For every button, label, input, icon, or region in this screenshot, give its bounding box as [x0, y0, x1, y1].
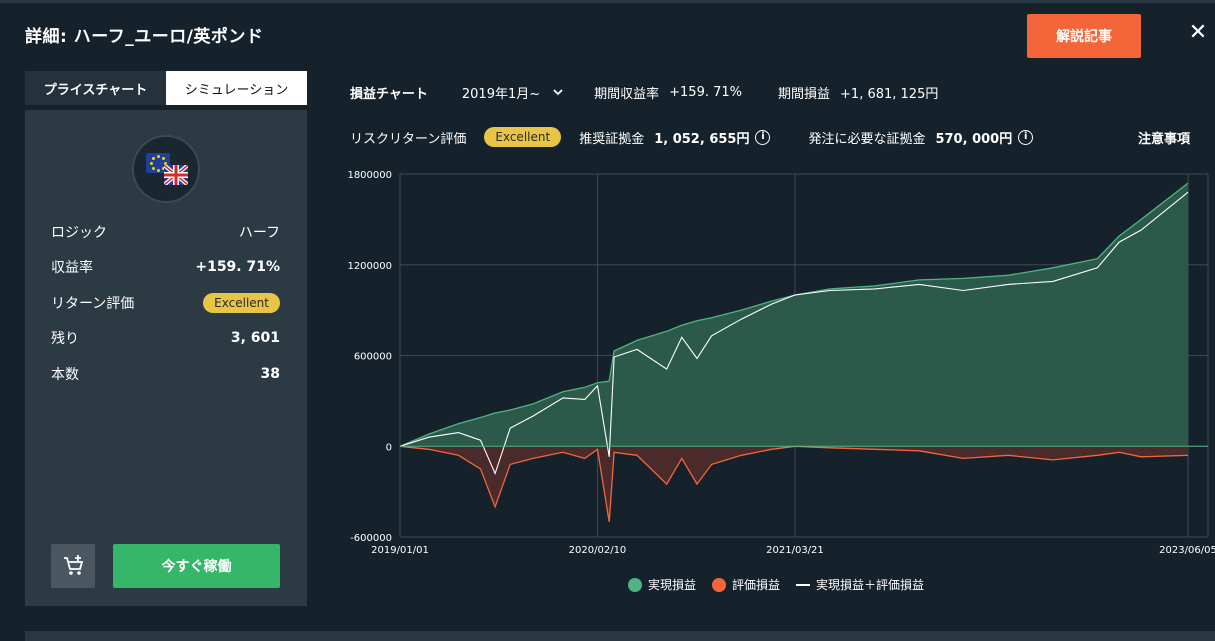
y-tick-label: 1800000 — [347, 170, 392, 181]
legend-total: 実現損益＋評価損益 — [796, 576, 924, 593]
required-value: 570, 000円 — [935, 131, 1013, 147]
page-title: 詳細: ハーフ_ユーロ/英ポンド — [25, 27, 264, 47]
remain-label: 残り — [51, 331, 79, 347]
tab-bar: プライスチャート シミュレーション — [25, 71, 307, 105]
logic-value: ハーフ — [238, 225, 280, 241]
rating-badge: Excellent — [203, 293, 280, 313]
risk-row: リスクリターン評価 Excellent 推奨証拠金 1, 052, 655円 i… — [350, 126, 1034, 148]
add-to-cart-button[interactable] — [51, 544, 95, 588]
return-row: 収益率 +159. 71% — [51, 257, 280, 277]
legend-realized: 実現損益 — [628, 576, 696, 593]
rating-row: リターン評価 Excellent — [51, 293, 280, 313]
info-icon[interactable]: i — [755, 129, 771, 145]
eur-gbp-flag-icon — [132, 135, 200, 203]
notice-link[interactable]: 注意事項 — [1138, 132, 1191, 147]
period-profit-value: +1, 681, 125円 — [840, 86, 939, 102]
info-icon[interactable]: i — [1018, 129, 1034, 145]
x-tick-label: 2019/01/01 — [371, 545, 429, 556]
return-label: 収益率 — [51, 260, 93, 276]
total-series-line — [399, 191, 1189, 476]
x-tick-label: 2020/02/10 — [569, 545, 627, 556]
risk-label: リスクリターン評価 — [350, 131, 467, 147]
add-to-cart-icon — [64, 555, 84, 575]
strategy-panel: ロジック ハーフ 収益率 +159. 71% リターン評価 Excellent … — [25, 110, 307, 606]
period-select-value: 2019年1月~ — [461, 86, 541, 102]
unrealized-series-line — [399, 445, 1189, 523]
remain-value: 3, 601 — [230, 330, 280, 346]
tab-price-chart[interactable]: プライスチャート — [25, 71, 166, 105]
unrealized-series-area — [400, 446, 1188, 522]
y-tick-label: 600000 — [354, 352, 392, 363]
chevron-down-icon — [553, 89, 563, 96]
bottom-bar — [25, 631, 1215, 641]
top-strip — [0, 0, 1215, 3]
article-button[interactable]: 解説記事 — [1027, 14, 1141, 58]
x-tick-label: 2023/06/05 — [1159, 545, 1215, 556]
realized-series-line — [399, 182, 1189, 447]
tab-simulation[interactable]: シミュレーション — [166, 71, 307, 105]
period-profit-label: 期間損益 — [778, 86, 831, 102]
rating-label: リターン評価 — [51, 296, 135, 312]
logic-label: ロジック — [51, 225, 107, 241]
realized-series-area — [400, 183, 1188, 447]
period-return-label: 期間収益率 — [594, 86, 660, 102]
count-label: 本数 — [51, 367, 79, 383]
y-tick-label: 0 — [386, 442, 392, 453]
run-now-button[interactable]: 今すぐ稼働 — [113, 544, 280, 588]
close-icon[interactable]: ✕ — [1188, 20, 1208, 45]
summary-row: 損益チャート 2019年1月~ 期間収益率 +159. 71% 期間損益 +1,… — [350, 82, 938, 102]
count-row: 本数 38 — [51, 364, 280, 384]
count-value: 38 — [260, 366, 280, 382]
chart-label: 損益チャート — [350, 86, 428, 102]
x-tick-label: 2021/03/21 — [766, 545, 824, 556]
chart-legend: 実現損益 評価損益 実現損益＋評価損益 — [628, 576, 940, 593]
recommended-label: 推奨証拠金 — [579, 131, 645, 147]
required-label: 発注に必要な証拠金 — [808, 131, 926, 147]
y-tick-label: 1200000 — [347, 261, 392, 272]
return-value: +159. 71% — [195, 259, 280, 275]
remain-row: 残り 3, 601 — [51, 328, 280, 348]
period-select[interactable]: 2019年1月~ — [462, 83, 564, 102]
period-return-value: +159. 71% — [669, 84, 743, 100]
risk-badge: Excellent — [484, 127, 562, 147]
recommended-value: 1, 052, 655円 — [654, 131, 750, 147]
legend-unrealized: 評価損益 — [712, 576, 780, 593]
logic-row: ロジック ハーフ — [51, 222, 280, 242]
y-tick-label: -600000 — [350, 533, 392, 544]
uk-flag-icon — [164, 165, 188, 185]
